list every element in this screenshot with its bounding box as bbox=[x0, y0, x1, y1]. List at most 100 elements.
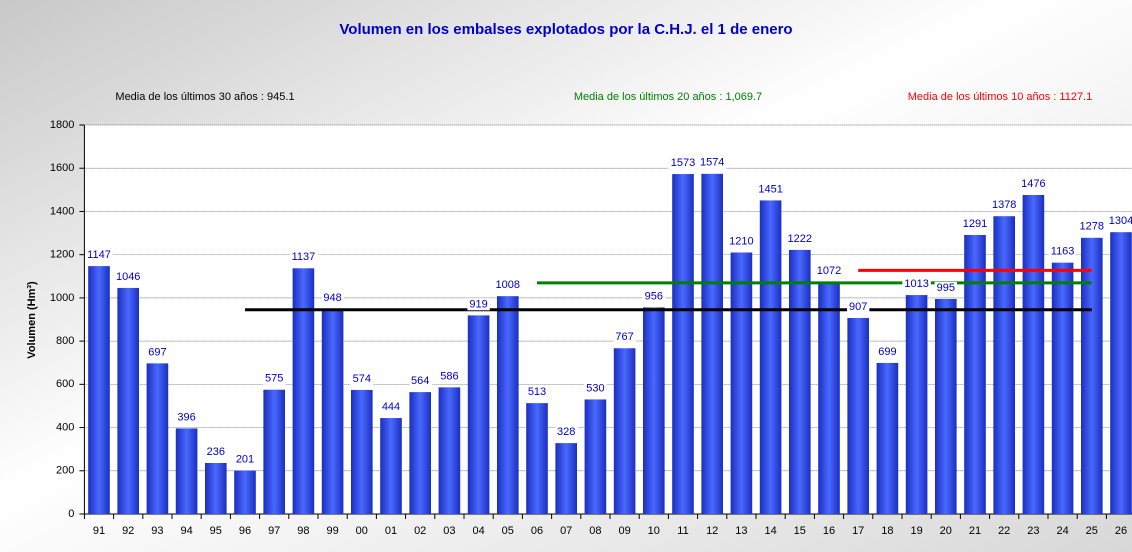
bar bbox=[876, 362, 899, 514]
bar bbox=[642, 307, 665, 514]
bar bbox=[263, 389, 286, 514]
bar bbox=[818, 282, 840, 514]
value-label-bg bbox=[85, 249, 113, 262]
x-tick-label: 15 bbox=[794, 525, 806, 537]
value-label-bg bbox=[613, 331, 636, 344]
value-label: 767 bbox=[615, 331, 633, 343]
x-tick-label: 97 bbox=[268, 525, 280, 537]
value-label: 956 bbox=[645, 290, 663, 302]
x-tick-label: 22 bbox=[998, 525, 1010, 537]
x-tick-label: 06 bbox=[531, 525, 543, 537]
y-tick-label: 400 bbox=[56, 421, 74, 433]
value-label-bg bbox=[467, 298, 490, 311]
bar bbox=[321, 309, 344, 514]
value-label: 948 bbox=[323, 292, 341, 304]
value-label: 530 bbox=[586, 382, 604, 394]
bar bbox=[467, 315, 490, 514]
value-label: 444 bbox=[382, 401, 400, 413]
value-label: 1072 bbox=[817, 265, 841, 277]
x-tick-label: 07 bbox=[560, 525, 572, 537]
x-tick-label: 16 bbox=[823, 525, 835, 537]
bar bbox=[438, 387, 461, 514]
bar bbox=[117, 287, 140, 514]
value-label: 564 bbox=[411, 375, 429, 387]
plot-area bbox=[84, 125, 1132, 514]
x-tick-label: 26 bbox=[1115, 525, 1127, 537]
value-label-bg bbox=[584, 382, 607, 395]
value-label: 1210 bbox=[729, 235, 753, 247]
value-label-bg bbox=[438, 370, 461, 383]
y-tick-label: 1800 bbox=[50, 119, 74, 131]
x-tick-label: 93 bbox=[151, 525, 163, 537]
value-label-bg bbox=[785, 232, 815, 245]
value-label: 1163 bbox=[1051, 246, 1075, 258]
x-tick-label: 01 bbox=[385, 525, 397, 537]
value-label: 513 bbox=[528, 386, 546, 398]
y-tick-label: 1600 bbox=[50, 162, 74, 174]
bar bbox=[175, 428, 198, 514]
bar bbox=[730, 252, 753, 514]
y-tick-label: 1200 bbox=[50, 249, 74, 261]
chart-title: Volumen en los embalses explotados por l… bbox=[339, 21, 792, 38]
value-label-bg bbox=[727, 235, 756, 248]
bar bbox=[584, 399, 607, 514]
x-tick-label: 23 bbox=[1027, 525, 1039, 537]
value-label-bg bbox=[989, 199, 1019, 212]
x-tick-label: 04 bbox=[472, 525, 484, 537]
value-label-bg bbox=[289, 251, 318, 264]
value-label: 1573 bbox=[671, 157, 695, 169]
bar bbox=[1110, 232, 1132, 515]
value-label-bg bbox=[668, 156, 698, 169]
y-axis-label: Volumen (Hm³) bbox=[26, 281, 38, 359]
value-label-bg bbox=[1106, 215, 1132, 228]
value-label-bg bbox=[1019, 177, 1048, 190]
bar bbox=[1051, 262, 1074, 514]
value-label: 586 bbox=[440, 370, 458, 382]
bar bbox=[88, 266, 110, 514]
y-tick-label: 1400 bbox=[50, 205, 74, 217]
y-tick-label: 600 bbox=[56, 378, 74, 390]
value-label: 1476 bbox=[1021, 178, 1045, 190]
value-label: 1147 bbox=[87, 249, 111, 261]
bar bbox=[788, 249, 811, 514]
x-tick-label: 00 bbox=[356, 525, 368, 537]
x-tick-label: 18 bbox=[881, 525, 893, 537]
bar bbox=[905, 295, 928, 514]
y-tick-label: 0 bbox=[68, 508, 74, 520]
value-label: 1451 bbox=[758, 183, 782, 195]
mean-label: Media de los últimos 10 años : 1127.1 bbox=[908, 91, 1092, 103]
value-label: 1013 bbox=[904, 278, 928, 290]
x-tick-label: 25 bbox=[1086, 525, 1098, 537]
x-tick-label: 08 bbox=[589, 525, 601, 537]
x-tick-label: 91 bbox=[93, 525, 105, 537]
value-label-bg bbox=[1048, 245, 1077, 258]
value-label: 1222 bbox=[788, 233, 812, 245]
bar bbox=[350, 389, 373, 514]
value-label-bg bbox=[642, 290, 665, 303]
bar bbox=[672, 174, 694, 514]
bar bbox=[847, 317, 870, 514]
value-label: 396 bbox=[177, 411, 195, 423]
value-label-bg bbox=[555, 426, 578, 439]
value-label-bg bbox=[350, 372, 373, 385]
x-tick-label: 20 bbox=[940, 525, 952, 537]
x-tick-label: 94 bbox=[180, 525, 192, 537]
bar bbox=[292, 268, 315, 514]
value-label-bg bbox=[876, 345, 899, 358]
value-label: 1291 bbox=[963, 218, 987, 230]
y-tick-label: 800 bbox=[56, 335, 74, 347]
value-label-bg bbox=[409, 375, 432, 388]
value-label-bg bbox=[493, 279, 523, 292]
x-tick-label: 10 bbox=[648, 525, 660, 537]
value-label: 201 bbox=[236, 453, 254, 465]
value-label: 575 bbox=[265, 373, 283, 385]
value-label: 919 bbox=[469, 298, 487, 310]
value-label: 907 bbox=[849, 301, 867, 313]
mean-label: Media de los últimos 30 años : 945.1 bbox=[115, 91, 294, 103]
x-tick-label: 99 bbox=[326, 525, 338, 537]
x-tick-label: 13 bbox=[735, 525, 747, 537]
bar bbox=[204, 462, 227, 514]
x-tick-label: 24 bbox=[1056, 525, 1068, 537]
x-tick-label: 11 bbox=[677, 525, 688, 537]
